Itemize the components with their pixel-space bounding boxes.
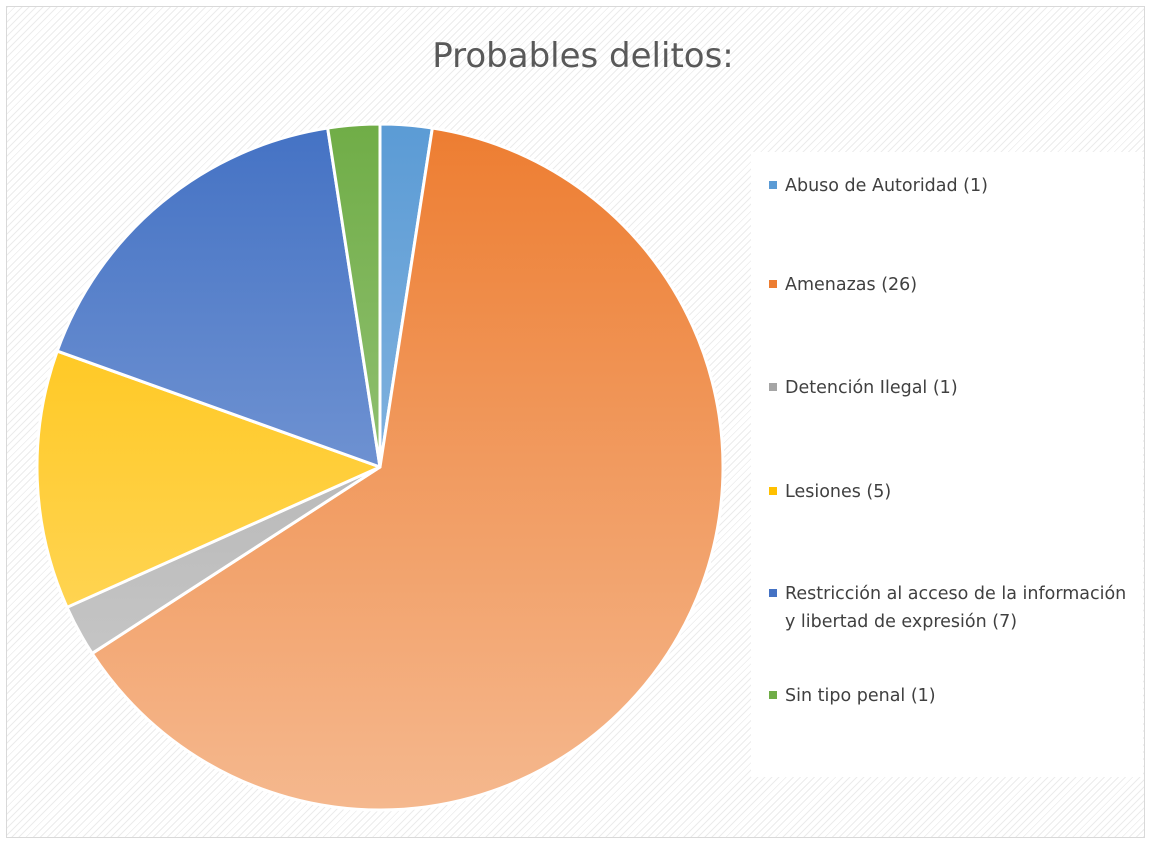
legend-label-abuso-de-autoridad: Abuso de Autoridad (1) [785,176,988,196]
legend-swatch-abuso-de-autoridad [769,181,777,189]
legend-swatch-restriccion [769,589,777,597]
legend-swatch-amenazas [769,280,777,288]
legend-swatch-lesiones [769,487,777,495]
chart-title: Probables delitos: [432,36,734,76]
legend-entry-lesiones: Lesiones (5) [769,478,1139,506]
legend-entry-restriccion: Restricción al acceso de la información … [769,580,1139,636]
pie-slice-lesiones [35,349,382,609]
legend-label-restriccion: Restricción al acceso de la información … [785,584,1127,632]
pie-slices [35,122,725,812]
legend-label-lesiones: Lesiones (5) [785,482,892,502]
legend-swatch-detencion-ilegal [769,383,777,391]
legend-entry-sin-tipo-penal: Sin tipo penal (1) [769,682,1139,710]
legend-entry-abuso-de-autoridad: Abuso de Autoridad (1) [769,172,1139,200]
legend-label-detencion-ilegal: Detención Ilegal (1) [785,378,958,398]
legend-label-sin-tipo-penal: Sin tipo penal (1) [785,686,936,706]
legend-entry-amenazas: Amenazas (26) [769,271,1139,299]
pie-slice-restriccion [55,126,382,469]
legend-entry-detencion-ilegal: Detención Ilegal (1) [769,374,1139,402]
pie-slice-sin-tipo-penal [326,122,382,469]
legend-swatch-sin-tipo-penal [769,691,777,699]
legend-label-amenazas: Amenazas (26) [785,275,918,295]
pie-slice-amenazas [90,126,725,812]
legend: Abuso de Autoridad (1) Amenazas (26) Det… [751,152,1143,777]
